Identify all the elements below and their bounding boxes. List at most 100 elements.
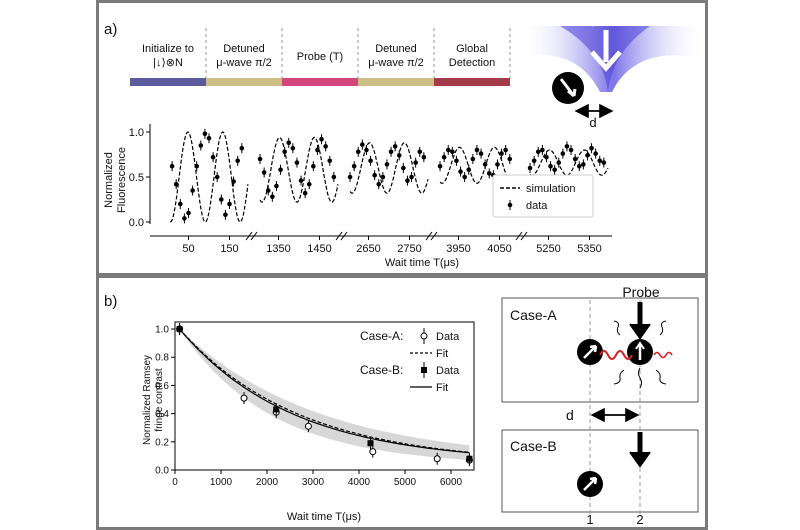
fit-curve-case-b — [179, 328, 470, 454]
data-point — [421, 154, 427, 160]
case-a-title: Case-A — [510, 307, 557, 323]
sequence-label-1: Detuned — [223, 43, 265, 55]
data-point — [372, 172, 377, 178]
data-point — [585, 153, 590, 158]
chart-b-frame — [174, 321, 475, 471]
data-point — [294, 160, 300, 165]
chart-a-axis-break — [245, 231, 253, 241]
chart-b-ytick-label: 0.4 — [155, 409, 169, 420]
pulse-sequence: Initialize to |↓⟩⊗N Detuned μ-wave π/2 Probe… — [130, 28, 511, 86]
data-point — [535, 149, 541, 155]
data-point — [458, 169, 463, 174]
simulation-curve-segment-1 — [259, 136, 339, 203]
chart-b-xtick-label: 2000 — [256, 477, 279, 488]
chart-b-xtick-label: 3000 — [302, 477, 325, 488]
sequence-bar-4 — [434, 78, 510, 86]
data-point — [396, 153, 402, 158]
data-point — [227, 201, 232, 207]
data-point — [278, 167, 283, 173]
data-point — [261, 170, 267, 175]
sequence-sublabel-1: μ-wave π/2 — [216, 57, 272, 69]
data-point — [556, 160, 562, 165]
sequence-bar-3 — [358, 78, 434, 86]
data-point — [597, 158, 603, 164]
chart-a-xtick-label: 1350 — [266, 243, 290, 255]
chart-a-ytick-label: 1.0 — [129, 127, 144, 139]
chart-a-xlabel: Wait time T(μs) — [385, 257, 459, 269]
legend-case-a-fit: Fit — [436, 348, 448, 360]
data-point — [290, 145, 296, 151]
chart-a-ytick-label: 0.0 — [129, 217, 144, 229]
probe-title: Probe — [622, 284, 660, 300]
data-point — [364, 147, 369, 153]
case-a-data-point — [240, 394, 248, 402]
data-point — [392, 144, 398, 149]
data-point — [437, 163, 443, 169]
data-point — [445, 147, 451, 153]
chart-b-xtick-label: 1000 — [210, 477, 233, 488]
chart-a-legend: simulation data — [492, 174, 594, 218]
sequence-bar-2 — [282, 78, 358, 86]
chart-a-xtick-label: 5250 — [536, 243, 560, 255]
probe-label: probe — [592, 15, 620, 27]
case-a-data-point — [369, 448, 377, 456]
position-1-label: 1 — [586, 512, 593, 527]
panel-b-label: b) — [104, 293, 117, 310]
data-point — [527, 165, 533, 171]
data-point — [239, 145, 245, 151]
data-point — [441, 154, 447, 160]
chart-b: 0 1000 2000 3000 4000 5000 6000 0.0 0.2 0.4 0.6 0.8… — [155, 321, 475, 488]
data-point — [302, 190, 308, 196]
position-2-label: 2 — [636, 512, 643, 527]
data-point — [223, 212, 228, 218]
data-point — [347, 174, 353, 180]
chart-a-axis-break — [515, 231, 523, 241]
data-point — [581, 162, 586, 167]
data-point — [214, 174, 220, 180]
data-point — [235, 158, 240, 164]
chart-a-ylabel-2: Fluorescence — [116, 147, 128, 213]
sequence-bar-1 — [206, 78, 282, 86]
chart-a-xtick-label: 4050 — [487, 243, 511, 255]
chart-b-xtick-label: 6000 — [440, 477, 463, 488]
data-point — [178, 201, 183, 207]
data-point — [360, 142, 365, 147]
data-point — [186, 210, 191, 216]
sequence-sublabel-3: μ-wave π/2 — [368, 57, 424, 69]
chart-a: 0.0 0.5 1.0 50 150 1350 1450 2650 2750 3950 4050 52… — [129, 124, 612, 255]
probe-illustration: probe d — [520, 15, 706, 130]
data-point — [351, 163, 357, 169]
data-point — [454, 158, 459, 164]
chart-b-ytick-label: 1.0 — [155, 325, 169, 336]
data-point — [282, 149, 287, 155]
data-point — [380, 174, 386, 180]
data-point — [544, 154, 549, 160]
simulation-curve-segment-0 — [169, 131, 249, 223]
data-point — [576, 163, 582, 169]
data-point — [552, 167, 557, 173]
data-point — [589, 145, 594, 151]
data-point — [270, 194, 275, 200]
fit-curve-case-a — [179, 328, 470, 453]
sequence-label-4: Global — [456, 43, 488, 55]
diagram-distance-label: d — [566, 407, 574, 423]
data-point — [548, 163, 553, 169]
legend-case-b-data: Data — [436, 365, 460, 377]
chart-a-axis-break — [520, 231, 528, 241]
data-point — [274, 183, 279, 189]
data-point — [495, 162, 500, 167]
case-b-data-point — [176, 326, 183, 333]
data-point — [531, 158, 537, 164]
data-point — [507, 156, 513, 162]
chart-a-xtick-label: 50 — [182, 243, 194, 255]
data-point — [202, 131, 208, 137]
chart-b-ytick-label: 0.0 — [155, 466, 169, 477]
legend-case-b-label: Case-B: — [360, 363, 403, 377]
data-point — [388, 149, 394, 155]
chart-b-ylabel-2: fringe contrast — [154, 368, 165, 432]
data-point — [331, 174, 337, 180]
sequence-label-2: Probe (T) — [297, 51, 343, 63]
legend-case-a-data: Data — [436, 331, 460, 343]
data-point — [499, 151, 504, 156]
data-point — [568, 147, 574, 153]
